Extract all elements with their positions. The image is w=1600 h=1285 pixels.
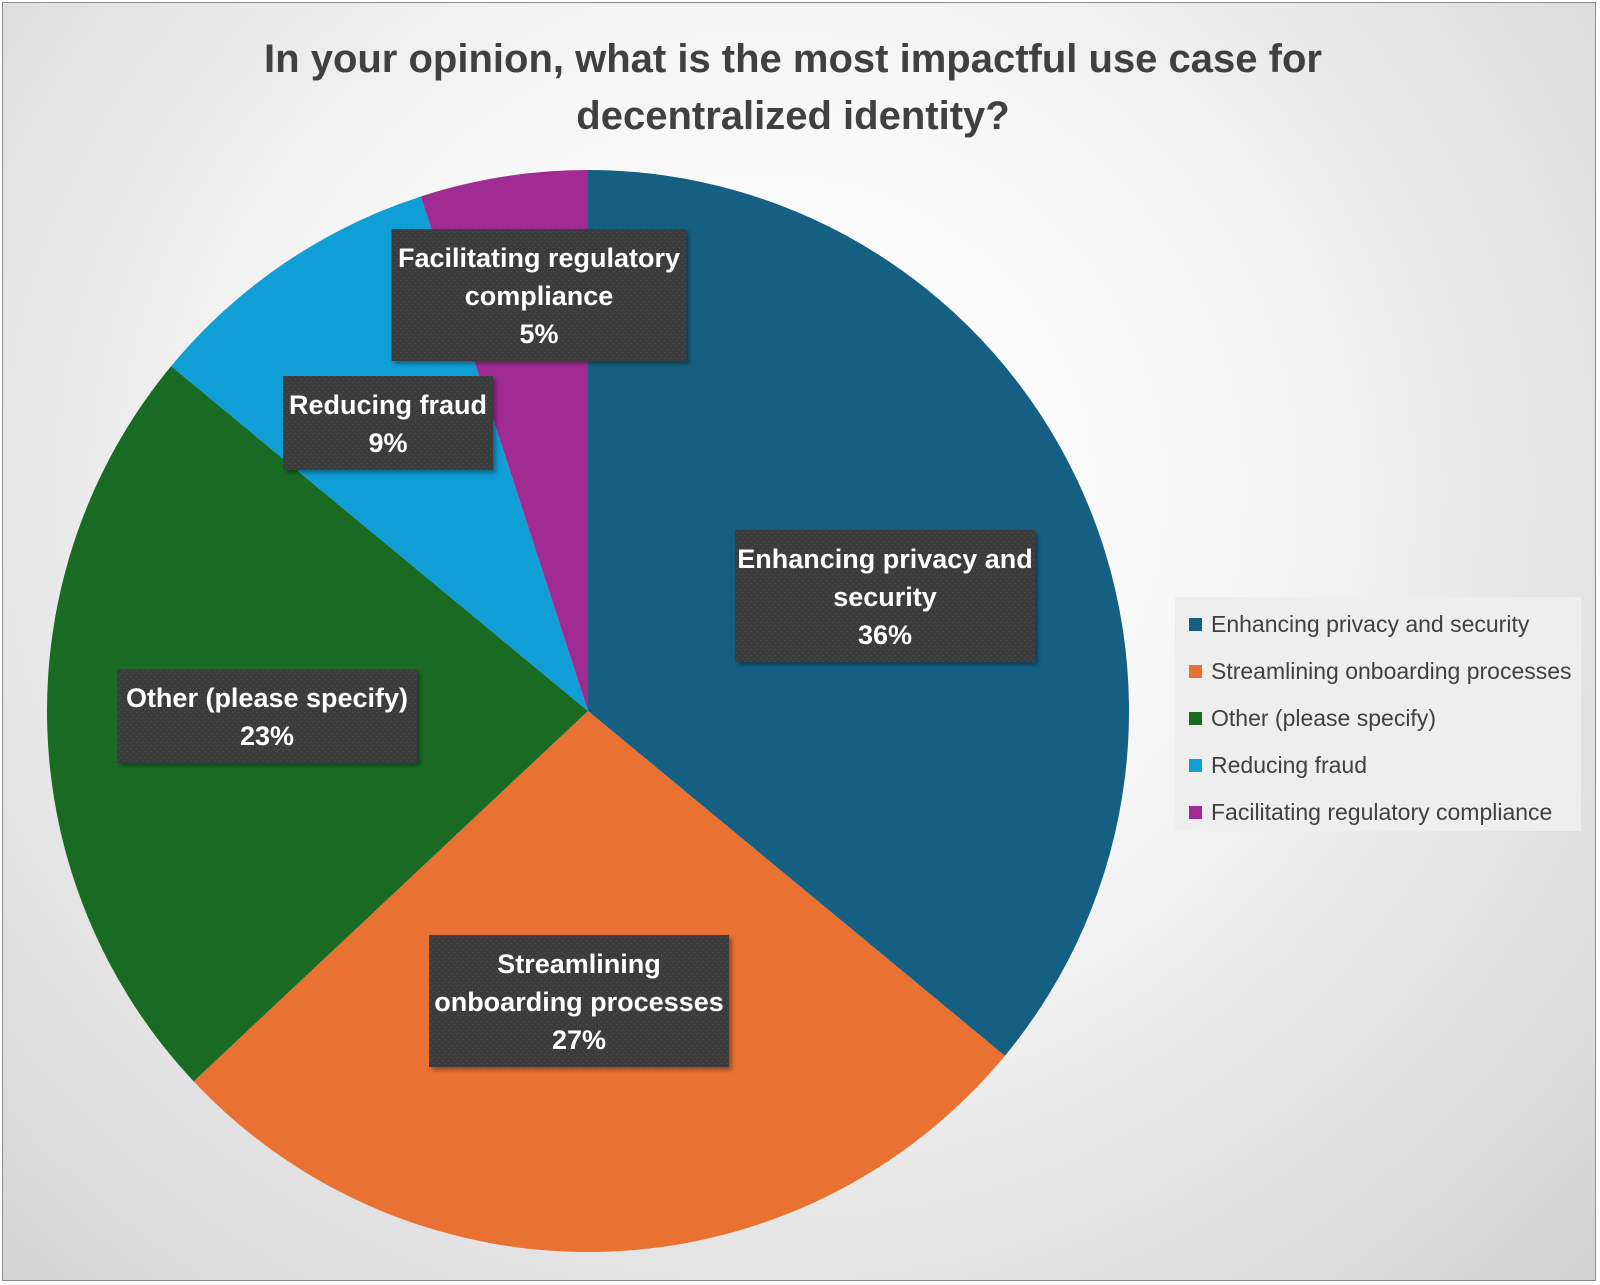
data-label-text: onboarding processes [434, 987, 724, 1017]
chart-title-line-2: decentralized identity? [576, 94, 1010, 138]
legend-swatch [1189, 711, 1202, 725]
legend-swatch [1189, 617, 1202, 631]
data-label-box [429, 935, 729, 1067]
data-label-box [283, 376, 493, 470]
legend-item-2: Streamlining onboarding processes [1189, 656, 1572, 686]
data-label-text: 23% [240, 721, 294, 751]
chart-title-line-1: In your opinion, what is the most impact… [264, 37, 1322, 81]
legend-label: Reducing fraud [1211, 751, 1367, 778]
chart-title: In your opinion, what is the most impact… [183, 31, 1403, 145]
legend-swatch [1189, 664, 1202, 678]
legend-label: Other (please specify) [1211, 704, 1436, 731]
data-label-text: compliance [465, 281, 614, 311]
data-label-text: Reducing fraud [289, 390, 487, 420]
data-label-text: security [833, 582, 937, 612]
data-label-box [391, 229, 687, 361]
legend-swatch [1189, 805, 1202, 819]
legend-item-5: Facilitating regulatory compliance [1189, 797, 1552, 827]
legend-item-1: Enhancing privacy and security [1189, 609, 1529, 639]
data-label-text: 5% [519, 319, 558, 349]
legend: Enhancing privacy and security Streamlini… [1175, 597, 1581, 831]
data-label-3: Other (please specify) 23% [117, 669, 417, 763]
data-label-text: 27% [552, 1025, 606, 1055]
legend-label: Streamlining onboarding processes [1211, 657, 1572, 684]
data-label-1: Enhancing privacy and security 36% [735, 530, 1035, 662]
legend-label: Facilitating regulatory compliance [1211, 798, 1553, 825]
data-label-4: Reducing fraud 9% [283, 376, 493, 470]
data-label-2: Streamlining onboarding processes 27% [429, 935, 729, 1067]
legend-swatch [1189, 758, 1202, 772]
data-label-box [735, 530, 1035, 662]
data-label-text: Enhancing privacy and [737, 544, 1033, 574]
legend-item-3: Other (please specify) [1189, 703, 1436, 733]
data-label-text: 9% [368, 428, 407, 458]
data-label-5: Facilitating regulatory compliance 5% [391, 229, 687, 361]
data-label-text: Facilitating regulatory [398, 243, 680, 273]
legend-item-4: Reducing fraud [1189, 750, 1367, 780]
data-label-text: Other (please specify) [126, 683, 408, 713]
legend-label: Enhancing privacy and security [1211, 610, 1530, 637]
data-label-box [117, 669, 417, 763]
data-label-text: 36% [858, 620, 912, 650]
pie-plot: Enhancing privacy and security 36% Streamli… [46, 170, 1129, 1253]
data-label-text: Streamlining [497, 949, 661, 979]
